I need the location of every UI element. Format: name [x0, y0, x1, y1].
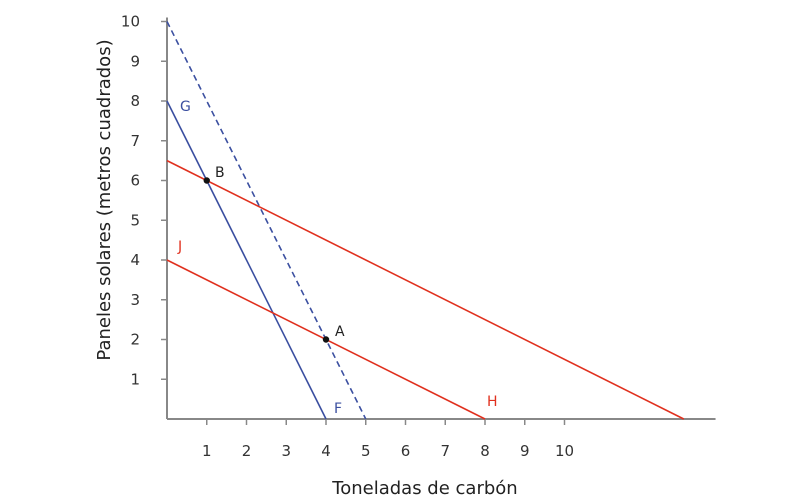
y-tick-label: 1 [130, 370, 140, 388]
y-axis-title: Paneles solares (metros cuadrados) [94, 39, 115, 360]
label-J: J [177, 239, 182, 255]
line-GF [166, 100, 327, 420]
y-tick-label: 8 [130, 92, 140, 110]
x-tick-label: 9 [520, 442, 530, 460]
point-A [322, 336, 330, 343]
label-A: A [335, 324, 345, 340]
axes: 1 2 3 4 5 6 7 8 9 10 1 2 3 4 5 6 7 8 9 10 [121, 13, 716, 460]
point-B [203, 177, 210, 184]
line-labels: G F J H B A [177, 99, 498, 417]
y-tick-label: 3 [130, 291, 140, 309]
label-B: B [215, 165, 225, 181]
y-tick-label: 10 [121, 13, 140, 31]
data-points [203, 177, 330, 343]
x-tick-label: 2 [242, 442, 252, 460]
x-tick-label: 10 [555, 442, 574, 460]
x-tick-label: 4 [321, 442, 331, 460]
y-tick-label: 9 [130, 52, 140, 70]
label-H: H [487, 394, 498, 410]
x-tick-label: 8 [480, 442, 490, 460]
y-tick-label: 4 [130, 251, 140, 269]
y-tick-label: 6 [130, 172, 140, 190]
x-tick-label: 6 [401, 442, 411, 460]
x-tick-label: 7 [440, 442, 450, 460]
y-tick-label: 5 [130, 211, 140, 229]
y-tick-label: 2 [130, 331, 140, 349]
label-G: G [180, 99, 191, 115]
line-upper-red [166, 159, 685, 420]
x-tick-label: 1 [202, 442, 212, 460]
x-tick-label: 3 [281, 442, 291, 460]
label-F: F [334, 401, 342, 417]
line-dashed [166, 21, 367, 420]
data-lines [166, 21, 685, 420]
y-tick-label: 7 [130, 132, 140, 150]
x-tick-label: 5 [361, 442, 371, 460]
x-axis-title: Toneladas de carbón [331, 478, 517, 499]
